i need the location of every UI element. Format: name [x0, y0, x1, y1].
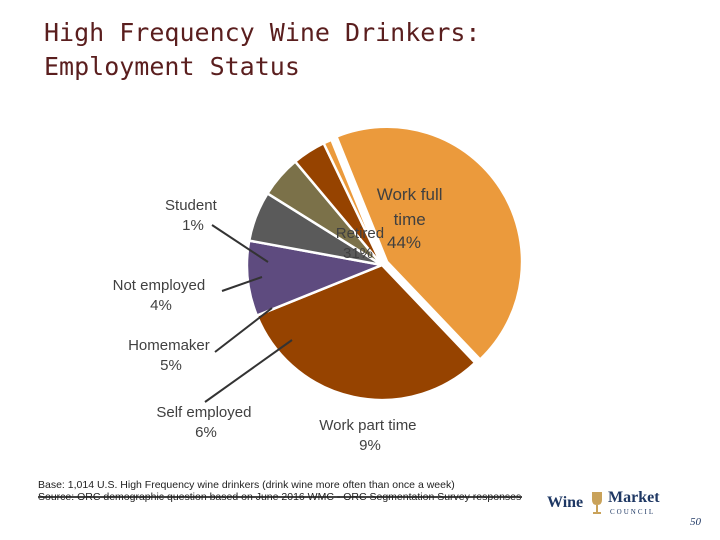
wine-glass-icon: [592, 492, 602, 514]
leader-line-student: [211, 224, 269, 263]
label-work-part-time: Work part time 9%: [319, 417, 420, 454]
label-retired-name: Retired: [336, 225, 384, 242]
footer-notes: Base: 1,014 U.S. High Frequency wine dri…: [38, 479, 528, 503]
label-retired: Retired 31%: [336, 225, 389, 262]
label-work-full-time-line-1: Work full: [377, 185, 443, 204]
leader-line-homemaker: [214, 307, 273, 353]
footer-source-note: Source: ORC demographic question based o…: [38, 491, 522, 503]
page-title-line-2: Employment Status: [44, 52, 300, 81]
pie-slice-retired: [255, 263, 477, 402]
label-homemaker: Homemaker 5%: [128, 337, 214, 374]
label-student-name: Student: [165, 197, 218, 214]
page-number: 50: [690, 516, 701, 528]
logo-wine-text: Wine: [547, 494, 584, 511]
footer-base-note: Base: 1,014 U.S. High Frequency wine dri…: [38, 479, 455, 491]
label-work-full-time-line-2: time: [394, 210, 426, 229]
leader-line-not-employed: [221, 276, 263, 292]
leader-line-self-employed: [204, 339, 293, 403]
label-self-employed-value: 6%: [195, 424, 217, 441]
logo-council-text: COUNCIL: [610, 508, 656, 516]
pie-slice-work-full-time: [334, 125, 524, 362]
label-work-full-time-value: 44%: [387, 233, 421, 252]
label-student-value: 1%: [182, 217, 204, 234]
footer-divider: [38, 496, 522, 498]
label-homemaker-value: 5%: [160, 357, 182, 374]
pie-slices: [245, 125, 524, 402]
label-student: Student 1%: [165, 197, 221, 234]
label-work-full-time: Work full time 44%: [377, 185, 448, 252]
label-homemaker-name: Homemaker: [128, 337, 210, 354]
label-self-employed-name: Self employed: [156, 404, 251, 421]
label-work-part-time-value: 9%: [359, 437, 381, 454]
label-work-part-time-name: Work part time: [319, 417, 416, 434]
pie-slice-student: [322, 138, 384, 266]
wine-market-council-logo: Wine Market COUNCIL: [547, 489, 667, 519]
label-retired-value: 31%: [343, 245, 373, 262]
page-title: High Frequency Wine Drinkers: Employment…: [44, 16, 504, 84]
page-title-line-1: High Frequency Wine Drinkers:: [44, 18, 481, 47]
label-self-employed: Self employed 6%: [156, 404, 255, 441]
label-not-employed-name: Not employed: [113, 277, 206, 294]
label-not-employed: Not employed 4%: [113, 277, 210, 314]
logo-market-text: Market: [608, 489, 660, 506]
leader-lines: [204, 224, 293, 403]
label-not-employed-value: 4%: [150, 297, 172, 314]
